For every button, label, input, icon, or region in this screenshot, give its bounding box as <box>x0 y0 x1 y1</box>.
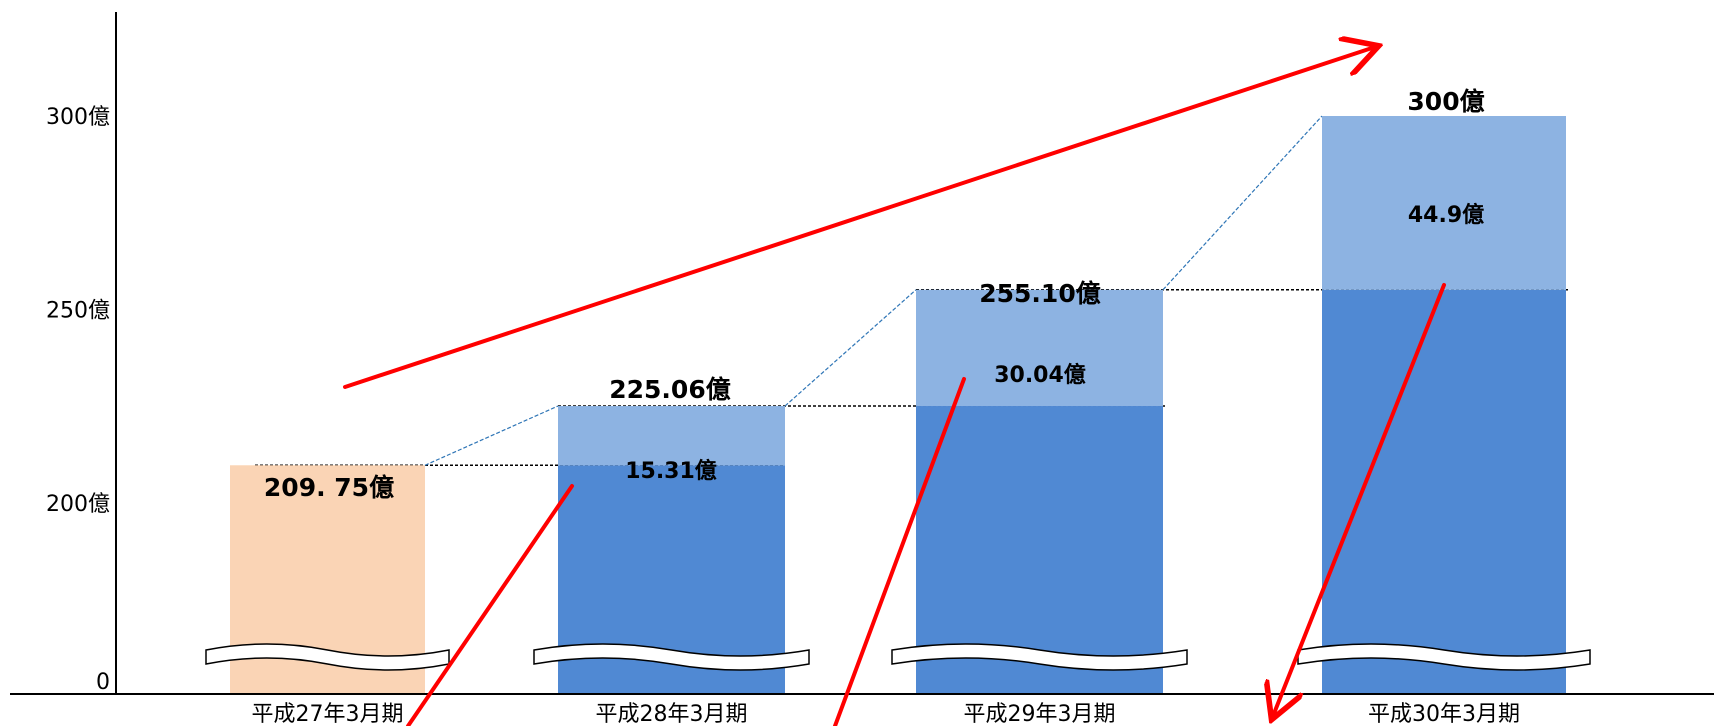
y-tick-label-3: 250億 <box>46 299 110 324</box>
bar-increment-2 <box>558 406 785 466</box>
axis-break-4 <box>1297 643 1591 671</box>
arrows-layer <box>343 47 1446 726</box>
total-label-4: 300億 <box>1407 87 1484 116</box>
bar-increment-3 <box>916 289 1163 407</box>
red-arrow-1 <box>343 47 1375 389</box>
y-tick-label-1: 0 <box>96 670 110 695</box>
axis-break-layer <box>205 643 1591 671</box>
x-tick-label-3: 平成29年3月期 <box>964 702 1116 726</box>
bar-increment-4 <box>1322 116 1566 290</box>
total-label-3: 255.10億 <box>979 279 1100 308</box>
axes-layer <box>10 12 1714 695</box>
y-tick-label-4: 300億 <box>46 105 110 130</box>
y-tick-label-2: 200億 <box>46 492 110 517</box>
increment-label-3: 30.04億 <box>994 362 1086 388</box>
red-arrow-2 <box>406 484 574 726</box>
x-tick-label-2: 平成28年3月期 <box>596 702 748 726</box>
connector-2 <box>784 289 917 407</box>
total-label-1: 209. 75億 <box>264 473 394 502</box>
red-arrow-4 <box>1273 283 1446 716</box>
x-tick-label-4: 平成30年3月期 <box>1368 702 1520 726</box>
connector-3 <box>1162 115 1323 291</box>
red-arrow-3 <box>833 377 966 726</box>
x-tick-label-1: 平成27年3月期 <box>252 702 404 726</box>
increment-label-2: 15.31億 <box>625 458 717 484</box>
bar-base-4 <box>1322 289 1566 694</box>
axis-break-2 <box>533 643 810 671</box>
connector-1 <box>424 405 559 466</box>
increment-label-4: 44.9億 <box>1408 202 1484 228</box>
axis-break-3 <box>891 643 1188 671</box>
total-label-2: 225.06億 <box>609 375 730 404</box>
